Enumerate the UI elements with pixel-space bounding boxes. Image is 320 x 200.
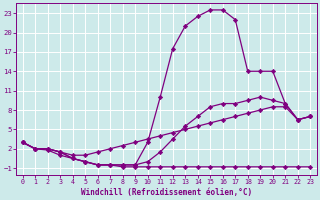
X-axis label: Windchill (Refroidissement éolien,°C): Windchill (Refroidissement éolien,°C)	[81, 188, 252, 197]
